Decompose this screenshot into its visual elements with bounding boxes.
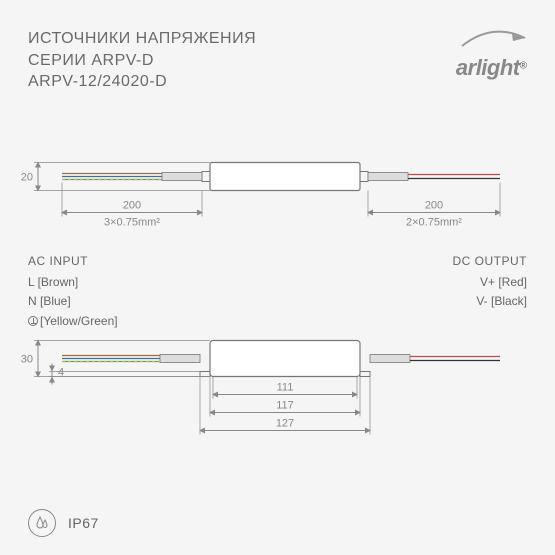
svg-text:111: 111 bbox=[277, 382, 294, 394]
svg-text:4: 4 bbox=[58, 367, 64, 379]
title-line-1: ИСТОЧНИКИ НАПРЯЖЕНИЯ bbox=[28, 28, 527, 50]
brand-logo: arlight® bbox=[456, 28, 527, 81]
svg-text:200: 200 bbox=[123, 200, 141, 212]
technical-diagram: 20 200 3×0.75mm² 200 2×0.75mm² 30 4 111 117 127 bbox=[0, 120, 555, 505]
logo-swoosh-icon bbox=[457, 28, 527, 50]
ip-rating: IP67 bbox=[68, 515, 99, 531]
svg-text:2×0.75mm²: 2×0.75mm² bbox=[406, 217, 462, 229]
water-drop-icon bbox=[28, 509, 56, 537]
logo-reg: ® bbox=[520, 61, 527, 72]
svg-text:30: 30 bbox=[21, 354, 33, 366]
title-block: ИСТОЧНИКИ НАПРЯЖЕНИЯ СЕРИИ ARPV-D ARPV-1… bbox=[28, 28, 527, 93]
title-line-2: СЕРИИ ARPV-D bbox=[28, 50, 527, 72]
svg-text:117: 117 bbox=[276, 400, 294, 412]
svg-text:200: 200 bbox=[425, 200, 443, 212]
svg-text:3×0.75mm²: 3×0.75mm² bbox=[104, 217, 160, 229]
title-line-3: ARPV-12/24020-D bbox=[28, 71, 527, 93]
logo-text: arlight bbox=[456, 55, 520, 80]
svg-text:20: 20 bbox=[21, 172, 33, 184]
svg-text:127: 127 bbox=[276, 418, 294, 430]
